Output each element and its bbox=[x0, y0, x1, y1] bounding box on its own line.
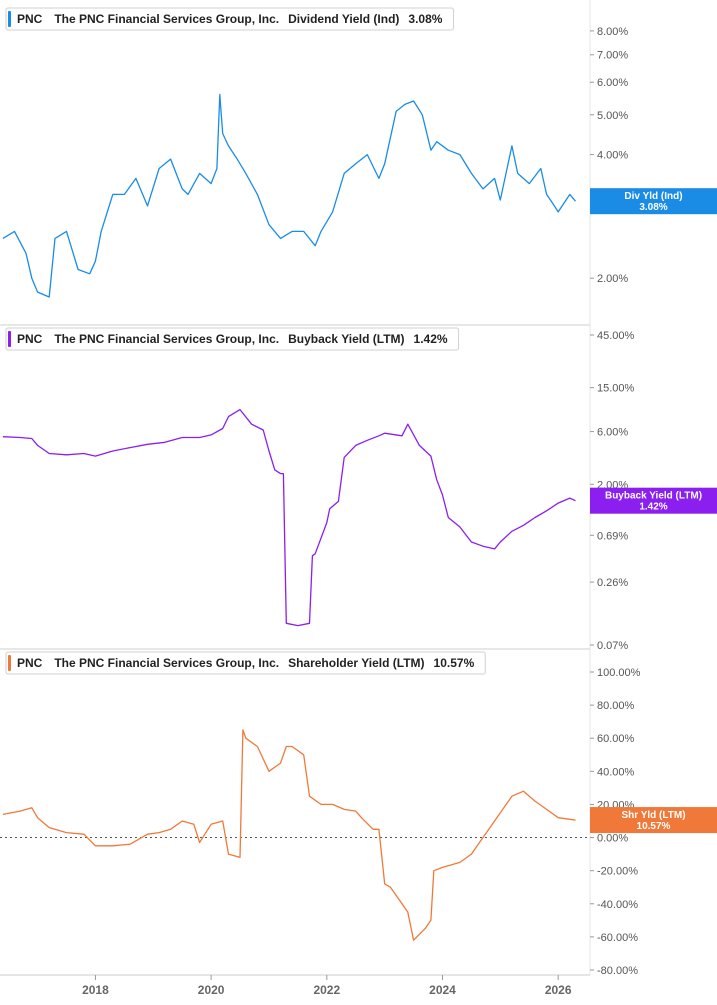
value-badge-value: 1.42% bbox=[639, 502, 667, 513]
legend-color-bar bbox=[8, 11, 11, 27]
x-tick-label: 2022 bbox=[313, 983, 340, 997]
series-line bbox=[2, 93, 576, 298]
value-badge-value: 10.57% bbox=[637, 821, 671, 832]
y-tick-label: -60.00% bbox=[597, 932, 638, 944]
y-tick-label: 0.69% bbox=[597, 530, 628, 542]
series-line bbox=[2, 408, 576, 627]
y-tick-label: 5.00% bbox=[597, 110, 628, 122]
y-tick-label: 8.00% bbox=[597, 26, 628, 38]
y-tick-label: 45.00% bbox=[597, 330, 635, 342]
y-tick-label: -80.00% bbox=[597, 965, 638, 977]
value-badge bbox=[590, 188, 717, 215]
legend: PNC The PNC Financial Services Group, Inc… bbox=[5, 327, 460, 351]
x-tick-label: 2020 bbox=[198, 983, 225, 997]
y-tick-label: 0.07% bbox=[597, 640, 628, 652]
legend: PNC The PNC Financial Services Group, Inc… bbox=[5, 7, 454, 31]
value-badge bbox=[590, 487, 717, 514]
y-tick-label: 6.00% bbox=[597, 77, 628, 89]
legend-color-bar bbox=[8, 331, 11, 347]
y-tick-label: 7.00% bbox=[597, 50, 628, 62]
legend-value: 10.57% bbox=[434, 656, 475, 670]
legend-ticker: PNC bbox=[17, 656, 43, 670]
legend-metric: Shareholder Yield (LTM) bbox=[288, 656, 424, 670]
x-tick-label: 2018 bbox=[82, 983, 109, 997]
value-badge-value: 3.08% bbox=[639, 202, 667, 213]
y-tick-label: 100.00% bbox=[597, 667, 641, 679]
legend-box bbox=[5, 7, 454, 31]
legend-box bbox=[5, 327, 460, 351]
legend-value: 3.08% bbox=[408, 12, 442, 26]
legend-value: 1.42% bbox=[414, 332, 448, 346]
panel-1: 8.00%7.00%6.00%5.00%4.00%3.00%2.00%Div Y… bbox=[2, 7, 717, 298]
legend: PNC The PNC Financial Services Group, Inc… bbox=[5, 651, 486, 675]
legend-ticker: PNC bbox=[17, 12, 43, 26]
y-tick-label: 2.00% bbox=[597, 273, 628, 285]
y-tick-label: 15.00% bbox=[597, 383, 635, 395]
y-tick-label: 0.26% bbox=[597, 577, 628, 589]
legend-box bbox=[5, 651, 486, 675]
legend-ticker: PNC bbox=[17, 332, 43, 346]
panel-3: 100.00%80.00%60.00%40.00%20.00%0.00%-20.… bbox=[0, 651, 717, 977]
y-tick-label: -40.00% bbox=[597, 899, 638, 911]
value-badge-label: Shr Yld (LTM) bbox=[621, 810, 685, 821]
value-badge-label: Div Yld (Ind) bbox=[624, 191, 682, 202]
panel-2: 45.00%15.00%6.00%2.00%0.69%0.26%0.07%Buy… bbox=[2, 327, 717, 652]
legend-color-bar bbox=[8, 655, 11, 671]
value-badge-label: Buyback Yield (LTM) bbox=[605, 491, 702, 502]
y-tick-label: 4.00% bbox=[597, 150, 628, 162]
y-tick-label: 60.00% bbox=[597, 733, 635, 745]
legend-metric: Buyback Yield (LTM) bbox=[288, 332, 404, 346]
x-tick-label: 2026 bbox=[545, 983, 572, 997]
legend-company: The PNC Financial Services Group, Inc. bbox=[54, 332, 279, 346]
legend-company: The PNC Financial Services Group, Inc. bbox=[54, 656, 279, 670]
legend-metric: Dividend Yield (Ind) bbox=[288, 12, 399, 26]
y-tick-label: 6.00% bbox=[597, 427, 628, 439]
x-tick-label: 2024 bbox=[429, 983, 456, 997]
y-tick-label: 80.00% bbox=[597, 700, 635, 712]
legend-company: The PNC Financial Services Group, Inc. bbox=[54, 12, 279, 26]
y-tick-label: 40.00% bbox=[597, 766, 635, 778]
y-tick-label: -20.00% bbox=[597, 866, 638, 878]
value-badge bbox=[590, 807, 717, 834]
y-tick-label: 0.00% bbox=[597, 833, 628, 845]
series-line bbox=[2, 729, 576, 941]
